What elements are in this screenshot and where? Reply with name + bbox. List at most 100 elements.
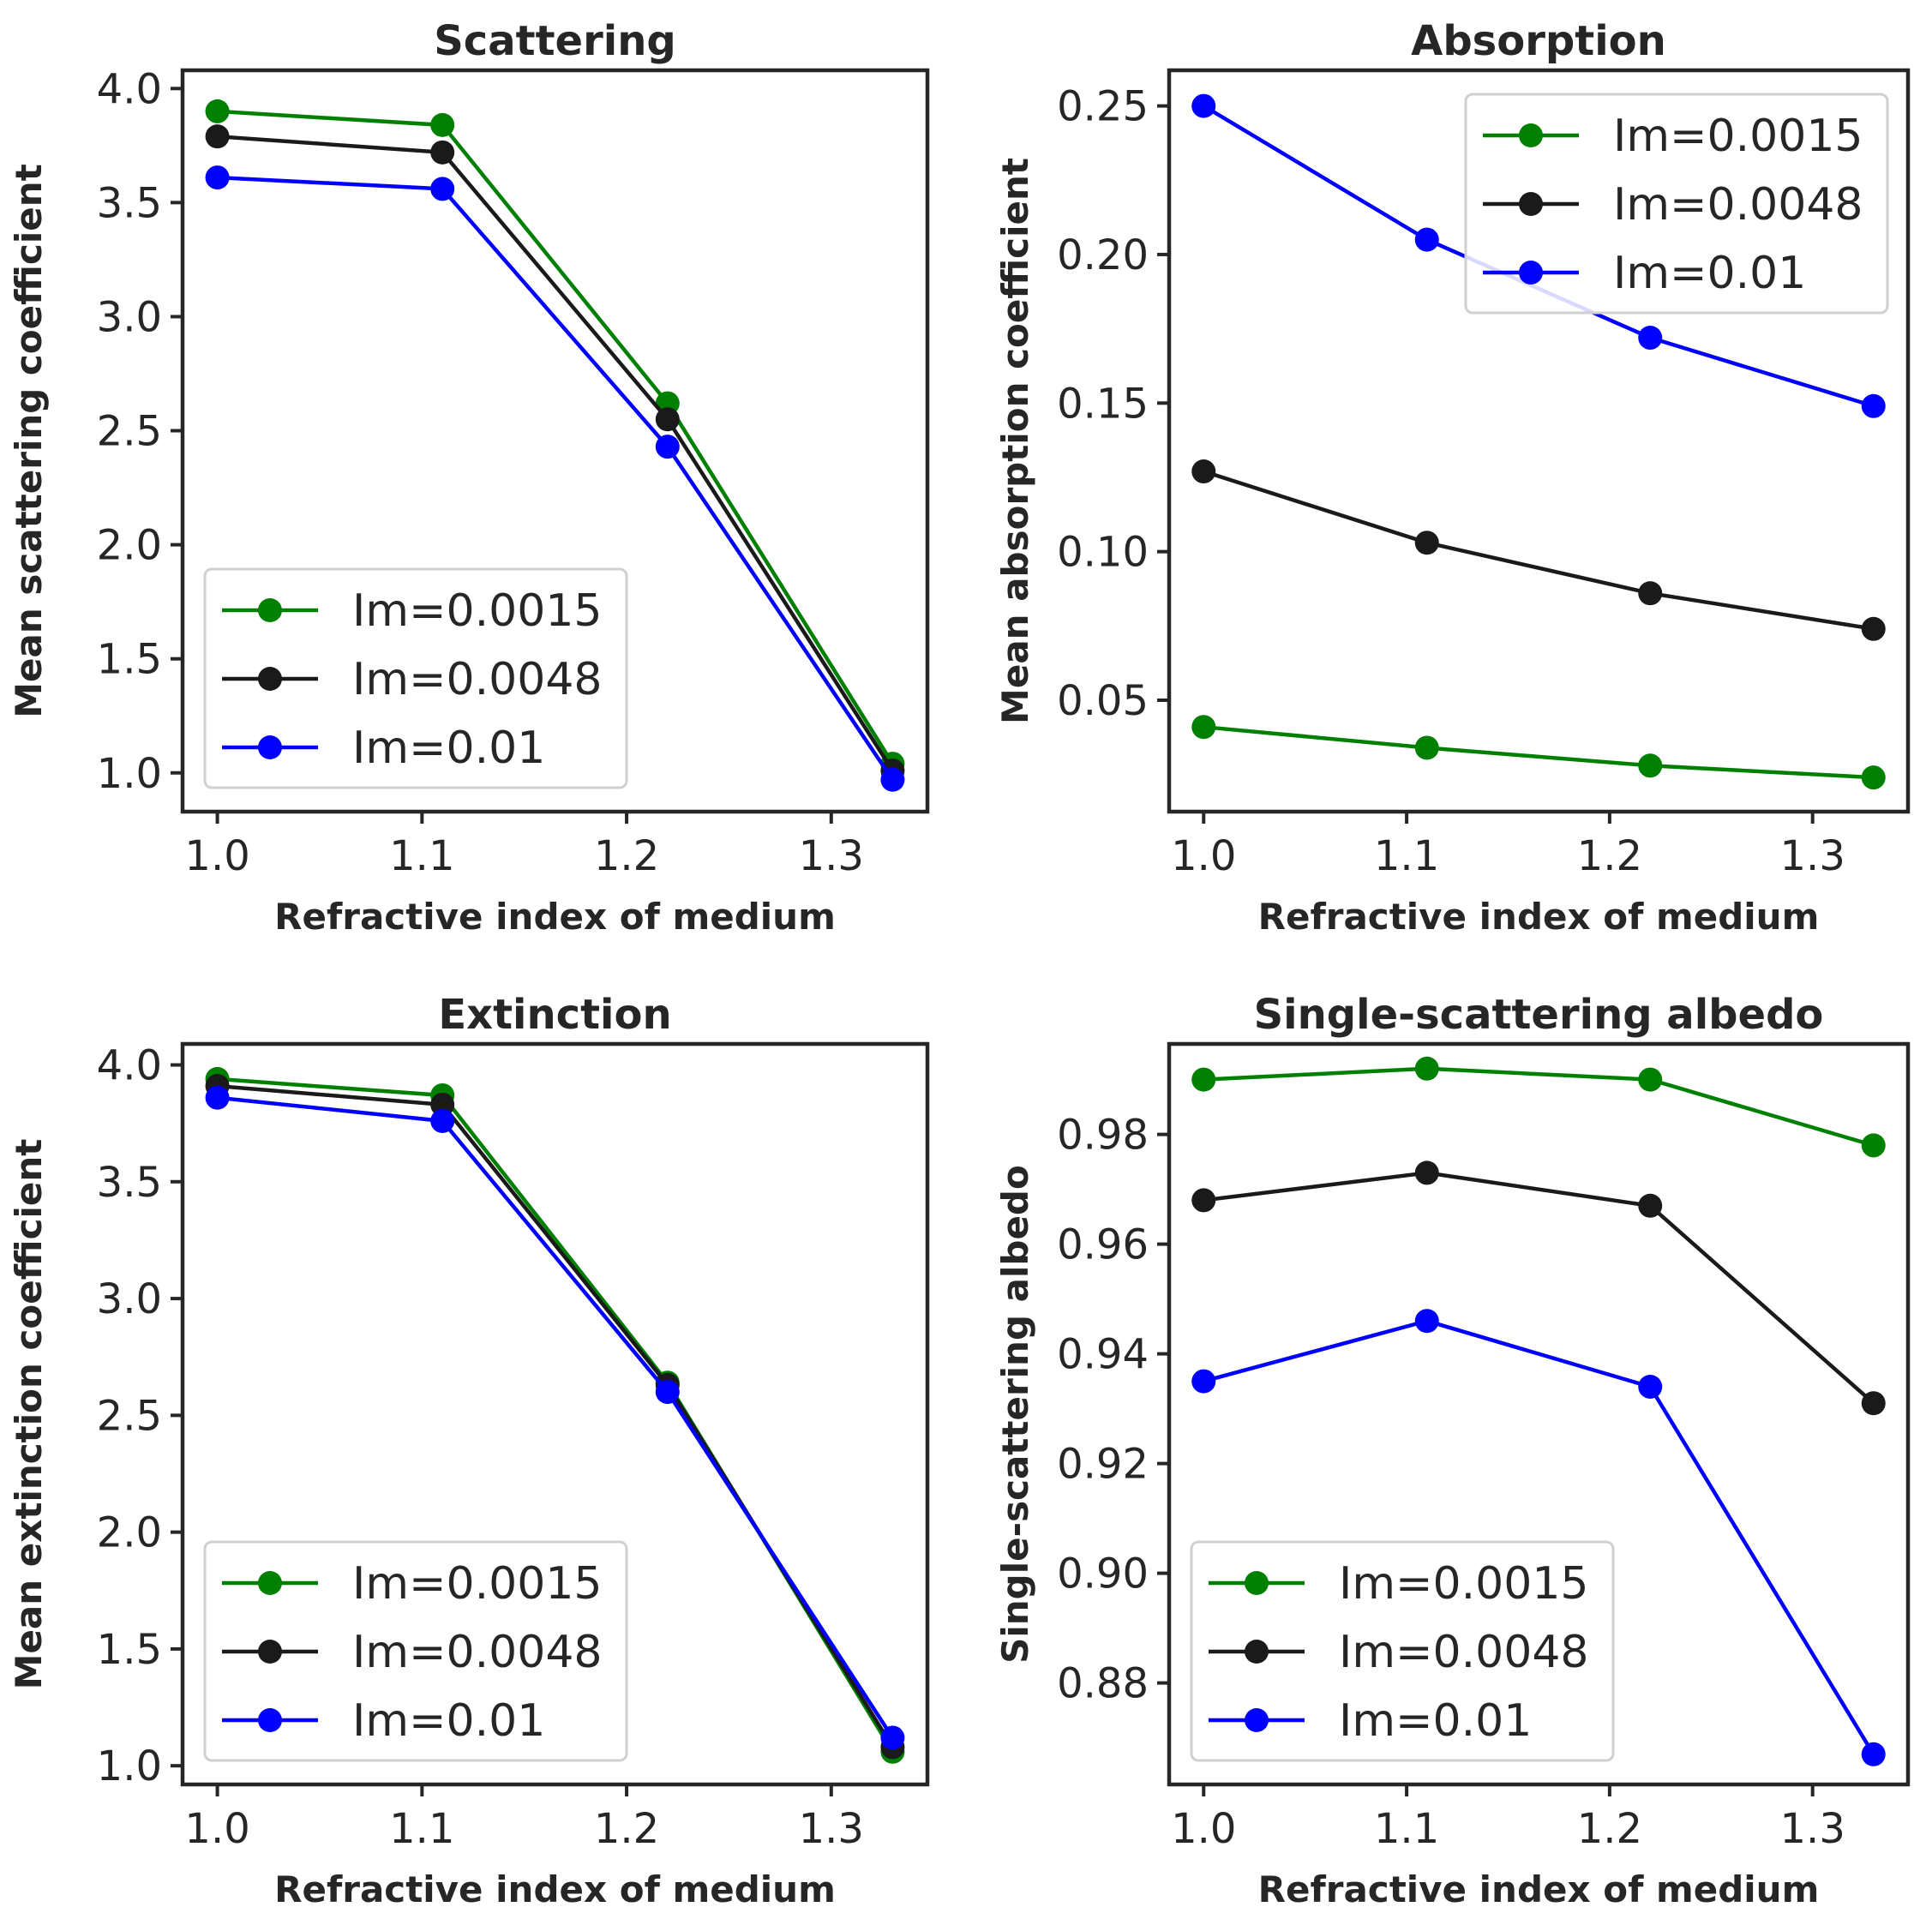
- x-tick-label: 1.2: [1577, 1805, 1642, 1853]
- data-point: [655, 407, 680, 432]
- data-point: [205, 165, 230, 190]
- y-tick-label: 1.0: [97, 750, 162, 798]
- series-line: [217, 175, 895, 781]
- x-axis-label: Refractive index of medium: [1258, 1868, 1820, 1910]
- series-line: [1203, 724, 1874, 780]
- legend-box: [203, 1540, 628, 1762]
- data-point: [1191, 1188, 1216, 1213]
- legend: Im=0.0015 Im=0.0048 Im=0.01: [203, 567, 628, 789]
- legend-item: Im=0.0015: [1483, 111, 1863, 162]
- data-point: [655, 1380, 680, 1405]
- legend-label: Im=0.0048: [1613, 179, 1863, 231]
- chart-panel-3: 1.0 1.1 1.2 1.3 1.0 1.5 2.0 2.5 3.0 3.5 4.0 Extinct…: [8, 991, 930, 1910]
- y-tick-label: 0.15: [1057, 380, 1149, 428]
- chart-title: Scattering: [434, 17, 676, 65]
- y-tick-label: 1.0: [97, 1742, 162, 1790]
- legend-box: [1190, 1540, 1615, 1762]
- y-axis-label: Single-scattering albedo: [994, 1165, 1036, 1664]
- legend-item: Im=0.01: [222, 1695, 545, 1747]
- y-tick-label: 4.0: [97, 65, 162, 113]
- legend-marker: [258, 735, 282, 759]
- data-point: [430, 1108, 455, 1133]
- data-point: [205, 1085, 230, 1110]
- x-tick-label: 1.3: [799, 1805, 864, 1853]
- y-tick-label: 3.0: [97, 1275, 162, 1323]
- series-line: [217, 134, 895, 772]
- legend-marker: [1245, 1708, 1269, 1732]
- data-point: [655, 435, 680, 459]
- legend-item: Im=0.01: [1483, 248, 1806, 299]
- axes-frame: [1167, 1041, 1911, 1787]
- y-tick-label: 2.0: [97, 1509, 162, 1557]
- y-tick-label: 3.0: [97, 293, 162, 341]
- y-axis-label: Mean extinction coefficient: [8, 1139, 50, 1690]
- legend-label: Im=0.01: [1339, 1695, 1532, 1747]
- legend-item: Im=0.0048: [222, 1627, 603, 1678]
- x-tick-label: 1.0: [1171, 832, 1236, 880]
- y-axis-label: Mean absorption coefficient: [994, 158, 1036, 724]
- legend-item: Im=0.01: [1209, 1695, 1532, 1747]
- legend-label: Im=0.0015: [352, 1558, 603, 1610]
- legend-marker: [258, 1571, 282, 1595]
- x-axis-label: Refractive index of medium: [1258, 896, 1820, 938]
- series-line: [217, 1095, 895, 1739]
- data-point: [1861, 1742, 1886, 1766]
- series-1: [1191, 1056, 1886, 1158]
- y-tick-label: 0.98: [1057, 1112, 1149, 1160]
- data-point: [1414, 1160, 1439, 1185]
- x-tick-label: 1.1: [389, 832, 454, 880]
- y-tick-label: 3.5: [97, 179, 162, 227]
- series-line: [1203, 1171, 1875, 1405]
- x-tick-label: 1.3: [1780, 1805, 1845, 1853]
- data-point: [1191, 93, 1216, 118]
- y-tick-label: 0.05: [1057, 677, 1149, 725]
- series-3: [205, 165, 905, 792]
- y-tick-label: 2.5: [97, 1392, 162, 1440]
- data-point: [430, 112, 455, 137]
- legend-label: Im=0.01: [352, 723, 545, 774]
- series-line: [1203, 469, 1875, 632]
- data-point: [1638, 1375, 1663, 1399]
- x-tick-label: 1.2: [594, 832, 659, 880]
- legend-item: Im=0.0015: [222, 1558, 603, 1610]
- x-tick-label: 1.2: [1577, 832, 1642, 880]
- legend-label: Im=0.0048: [352, 1627, 603, 1678]
- legend-label: Im=0.0015: [1339, 1558, 1589, 1610]
- data-point: [1861, 1391, 1886, 1416]
- x-tick-label: 1.0: [184, 1805, 249, 1853]
- y-tick-label: 1.5: [97, 1626, 162, 1674]
- data-point: [1191, 1369, 1216, 1394]
- legend-label: Im=0.0048: [1339, 1627, 1589, 1678]
- legend-marker: [258, 667, 282, 691]
- data-point: [1414, 1056, 1439, 1081]
- x-tick-label: 1.3: [1780, 832, 1845, 880]
- legend-item: Im=0.0048: [1483, 179, 1863, 231]
- legend: Im=0.0015 Im=0.0048 Im=0.01: [1190, 1540, 1615, 1762]
- data-point: [1861, 393, 1886, 418]
- x-tick-label: 1.2: [594, 1805, 659, 1853]
- data-point: [205, 99, 230, 123]
- x-tick-label: 1.1: [1374, 832, 1439, 880]
- x-tick-label: 1.3: [799, 832, 864, 880]
- series-line: [1203, 1318, 1875, 1755]
- legend-marker: [1519, 261, 1543, 285]
- series-1: [1191, 715, 1886, 790]
- series-line: [217, 109, 895, 765]
- chart-panel-2: 1.0 1.1 1.2 1.3 0.05 0.10 0.15 0.20 0.25 Absorpti…: [994, 17, 1911, 938]
- series-3: [205, 1085, 905, 1750]
- y-tick-label: 0.88: [1057, 1660, 1149, 1708]
- axes-frame: [180, 68, 930, 814]
- legend-marker: [1519, 123, 1543, 147]
- legend-marker: [1245, 1571, 1269, 1595]
- legend-box: [203, 567, 628, 789]
- data-point: [205, 124, 230, 149]
- legend-item: Im=0.0015: [1209, 1558, 1589, 1610]
- y-tick-label: 3.5: [97, 1159, 162, 1207]
- x-tick-label: 1.1: [1374, 1805, 1439, 1853]
- legend-label: Im=0.0015: [1613, 111, 1863, 162]
- y-tick-label: 4.0: [97, 1042, 162, 1090]
- data-point: [1414, 1309, 1439, 1334]
- legend-item: Im=0.0048: [1209, 1627, 1589, 1678]
- data-point: [1638, 581, 1663, 606]
- chart-title: Absorption: [1411, 17, 1666, 65]
